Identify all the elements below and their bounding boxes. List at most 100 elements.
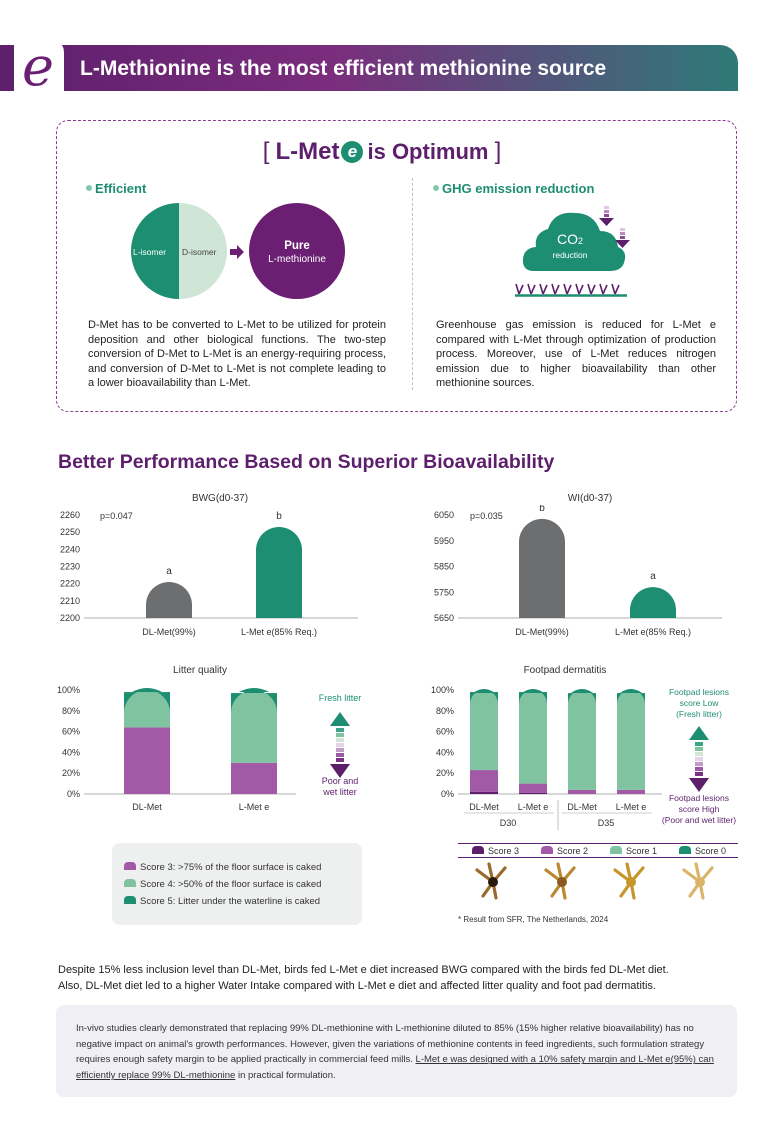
stack-segment [519, 783, 547, 793]
reduction-label: reduction [552, 250, 588, 260]
isomer-circle [131, 203, 227, 299]
y-tick-label: 60% [436, 727, 454, 737]
brand-e-logo-icon: e [14, 35, 64, 97]
pure-l-methionine-circle [249, 203, 345, 299]
co2-label: CO2 [556, 231, 583, 247]
stack-segment [470, 770, 498, 792]
litter-chart: 100% 80% 60% 40% 20% 0% DL-Met L-Met e Fresh lit… [57, 685, 362, 812]
footpad-photo [544, 862, 576, 900]
efficient-heading: Efficient [86, 181, 146, 196]
arrow-down-icon [330, 764, 350, 778]
stack-segment [519, 792, 547, 794]
stack-segment [470, 692, 498, 771]
x-category-label: DL-Met(99%) [515, 627, 569, 637]
bar-cap [620, 689, 642, 693]
footpad-chart: 100% 80% 60% 40% 20% 0% DL-Met L-Met e DL-Met L-M… [431, 685, 736, 830]
poor-litter-label: Poor and [322, 776, 359, 786]
y-tick-label: 5850 [434, 562, 454, 572]
y-tick-label: 5650 [434, 613, 454, 623]
e-badge-icon: e [341, 141, 364, 163]
gradient-step [695, 757, 703, 761]
significance-letter: a [166, 566, 172, 577]
d-isomer-label: D-isomer [182, 247, 217, 257]
footpad-photo [475, 862, 507, 900]
p-value-label: p=0.047 [100, 511, 133, 521]
x-category-label: DL-Met [132, 802, 162, 812]
fresh-litter-label: Fresh litter [319, 693, 362, 703]
bwg-chart: 2260 2250 2240 2230 2220 2210 2200 p=0.047 a DL-M… [60, 510, 358, 637]
footpad-chart-title: Footpad dermatitis [523, 665, 607, 676]
x-category-label: L-Met e [239, 802, 270, 812]
x-category-label: L-Met e(85% Req.) [241, 627, 317, 637]
ghg-text: Greenhouse gas emission is reduced for L… [436, 319, 716, 390]
y-tick-label: 2240 [60, 544, 80, 554]
l-methionine-label: L-methionine [268, 254, 326, 265]
x-category-label: L-Met e [616, 802, 647, 812]
gradient-step [336, 733, 344, 737]
bracket-close: ] [494, 138, 502, 165]
bracket-open: [ [262, 138, 270, 165]
gradient-step [695, 747, 703, 751]
bar [630, 587, 676, 618]
legend-score-5: Score 5: Litter under the waterline is c… [124, 896, 320, 907]
bar [146, 581, 192, 618]
y-tick-label: 40% [62, 747, 80, 757]
footpad-high-label: (Poor and wet litter) [662, 815, 736, 825]
arrow-right-icon [230, 245, 244, 259]
bar-cap [239, 688, 269, 692]
bullet-icon [86, 185, 92, 191]
significance-letter: b [539, 505, 545, 514]
footpad-low-label: (Fresh litter) [676, 709, 722, 719]
x-category-label: L-Met e(85% Req.) [615, 627, 691, 637]
y-tick-label: 20% [62, 768, 80, 778]
bar-cap [132, 688, 162, 692]
footpad-photos [475, 862, 714, 900]
optimum-prefix: L-Met [275, 138, 340, 165]
footpad-photo [613, 862, 645, 900]
stack-segment [124, 727, 170, 794]
arrow-up-icon [689, 726, 709, 740]
footpad-photo [682, 862, 714, 900]
y-tick-label: 0% [67, 789, 80, 799]
footpad-low-label: score Low [680, 698, 720, 708]
arrow-down-icon [689, 778, 709, 792]
stack-segment [231, 762, 277, 794]
header-banner [0, 45, 738, 91]
gradient-step [336, 758, 344, 762]
y-tick-label: 100% [57, 685, 80, 695]
y-tick-label: 5950 [434, 536, 454, 546]
grass-icon [515, 283, 627, 297]
bwg-chart-title: BWG(d0-37) [191, 493, 249, 504]
poor-litter-label: wet litter [322, 787, 357, 797]
gradient-step [695, 742, 703, 746]
bar [519, 518, 565, 618]
footpad-low-label: Footpad lesions [669, 687, 729, 697]
bar [256, 527, 302, 618]
wi-chart-title: WI(d0-37) [567, 493, 613, 504]
significance-letter: a [650, 571, 656, 582]
section-title: Better Performance Based on Superior Bio… [58, 451, 555, 473]
group-label: D30 [500, 818, 517, 828]
cloud-icon [522, 212, 626, 271]
gradient-step [695, 772, 703, 776]
stack-segment [568, 693, 596, 790]
score-1-label: Score 1 [610, 846, 657, 856]
optimum-suffix: is Optimum [367, 139, 489, 164]
score-3-label: Score 3 [472, 846, 519, 856]
gradient-step [336, 753, 344, 757]
y-tick-label: 40% [436, 747, 454, 757]
y-tick-label: 2230 [60, 562, 80, 572]
p-value-label: p=0.035 [470, 511, 503, 521]
stack-segment [568, 789, 596, 794]
group-label: D35 [598, 818, 615, 828]
stack-segment [617, 789, 645, 794]
litter-chart-title: Litter quality [173, 665, 227, 676]
optimum-panel [56, 120, 737, 412]
y-tick-label: 6050 [434, 510, 454, 520]
footpad-high-label: Footpad lesions [669, 793, 729, 803]
gradient-step [336, 743, 344, 747]
gradient-step [336, 738, 344, 742]
efficient-text: D-Met has to be converted to L-Met to be… [88, 319, 386, 390]
y-tick-label: 60% [62, 727, 80, 737]
gradient-step [336, 748, 344, 752]
